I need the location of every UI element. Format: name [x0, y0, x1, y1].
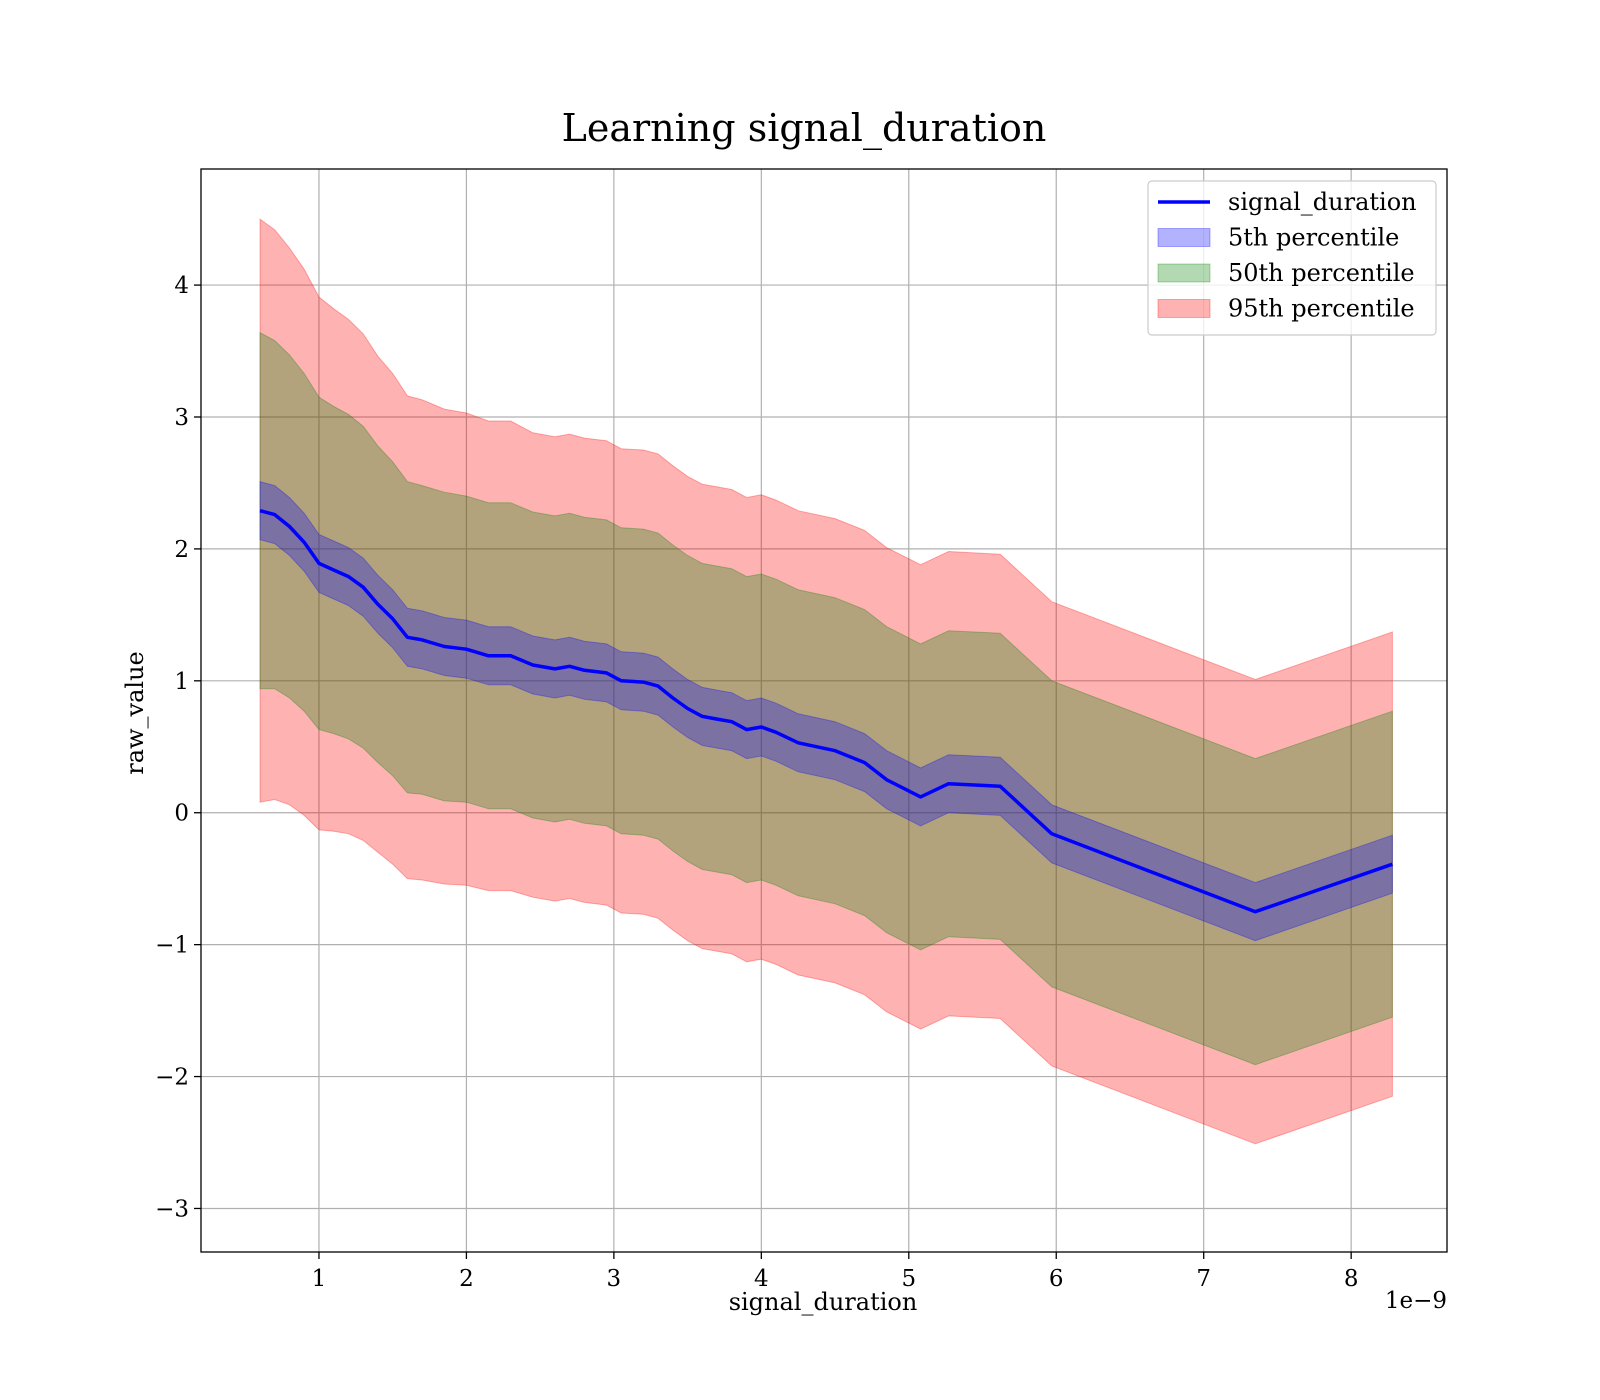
x-tick-label: 7 — [1196, 1266, 1211, 1292]
legend-label: 50th percentile — [1228, 259, 1415, 287]
x-tick-label: 3 — [607, 1266, 622, 1292]
legend-entry: 50th percentile — [1157, 259, 1415, 287]
legend-patch-swatch — [1157, 263, 1211, 283]
percentile-bands — [259, 218, 1393, 1145]
x-axis-ticks: 1 2 3 4 5 6 7 8 — [312, 1252, 1359, 1292]
legend-label: 95th percentile — [1228, 295, 1415, 323]
x-tick-label: 8 — [1344, 1266, 1359, 1292]
legend-entry: signal_duration — [1158, 188, 1417, 216]
5th-percentile-band — [259, 480, 1393, 942]
50th-percentile-band — [259, 331, 1393, 1066]
y-tick-label: −3 — [155, 1196, 189, 1222]
legend-entry: 5th percentile — [1157, 224, 1399, 252]
x-axis-label: signal_duration — [729, 1288, 918, 1316]
y-axis-label: raw_value — [121, 651, 149, 775]
y-tick-label: −2 — [155, 1065, 189, 1091]
legend-box — [1147, 180, 1437, 336]
y-axis-ticks: −3 −2 −1 0 1 2 3 4 — [155, 273, 201, 1222]
y-tick-label: 3 — [174, 405, 189, 431]
plot-frame — [200, 168, 1448, 1253]
x-tick-label: 5 — [901, 1266, 916, 1292]
legend-patch-swatch — [1157, 299, 1211, 318]
x-axis-offset-label: 1e−9 — [1385, 1288, 1447, 1314]
chart-title: Learning signal_duration — [562, 106, 1047, 151]
legend-label: signal_duration — [1228, 188, 1417, 216]
y-tick-label: −1 — [155, 933, 189, 959]
grid — [201, 169, 1447, 1252]
legend-patch-swatch — [1157, 228, 1211, 247]
x-tick-label: 4 — [754, 1266, 769, 1292]
95th-percentile-band — [259, 218, 1393, 1145]
series-lines — [259, 509, 1393, 914]
x-tick-label: 1 — [312, 1266, 327, 1292]
y-tick-label: 2 — [174, 537, 189, 563]
y-tick-label: 0 — [174, 801, 189, 827]
x-tick-label: 2 — [459, 1266, 474, 1292]
x-tick-label: 6 — [1049, 1266, 1064, 1292]
legend-label: 5th percentile — [1228, 224, 1399, 252]
y-tick-label: 4 — [174, 273, 189, 299]
series-line-signal-duration — [259, 509, 1393, 914]
legend-entry: 95th percentile — [1157, 295, 1415, 323]
legend: signal_duration 5th percentile 50th percen… — [1147, 180, 1437, 336]
y-tick-label: 1 — [174, 669, 189, 695]
